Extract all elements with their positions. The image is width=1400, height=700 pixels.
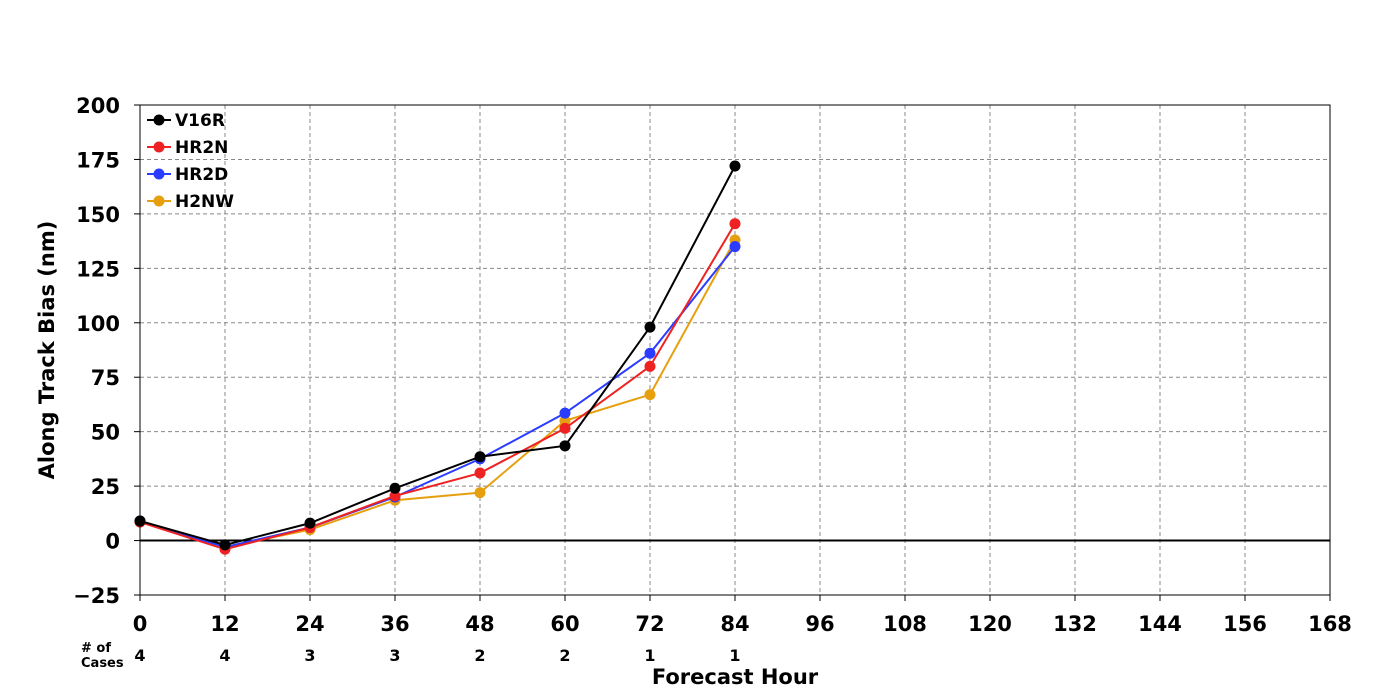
x-tick-label: 96 [805,612,834,636]
data-point [389,482,401,494]
y-tick-label: 150 [76,203,120,227]
data-point [644,360,656,372]
y-tick-label: 75 [91,366,120,390]
series-line [139,165,736,546]
cases-row: # of Cases 4 4 3 3 2 2 1 1 [81,641,741,671]
cases-value: 4 [219,646,230,665]
data-point [559,422,571,434]
x-tick-labels: 0 12 24 36 48 60 72 84 96 108 120 132 144 156 168 [133,612,1352,636]
data-point [474,451,486,463]
cases-value: 1 [729,646,740,665]
data-point [729,241,741,253]
y-tick-label: −25 [73,584,120,608]
cases-value: 2 [474,646,485,665]
data-point [559,415,571,427]
data-point [729,218,741,230]
legend-marker [153,114,165,126]
legend-marker [153,168,165,180]
series-line [139,223,736,551]
legend-item-h2nw: H2NW [147,192,234,212]
cases-value: 2 [559,646,570,665]
data-point [304,517,316,529]
y-tick-labels: 200 175 150 125 100 75 50 25 0 −25 [73,94,120,608]
cases-value: 3 [304,646,315,665]
legend-item-hr2d: HR2D [147,165,228,185]
cases-label: # of Cases [81,641,124,671]
legend-label: H2NW [175,192,234,212]
x-tick-label: 108 [883,612,927,636]
cases-value: 1 [644,646,655,665]
data-point [644,347,656,359]
data-point [729,160,741,172]
cases-value: 3 [389,646,400,665]
y-tick-label: 200 [76,94,120,118]
legend-marker [153,195,165,207]
x-tick-label: 168 [1308,612,1352,636]
legend-marker [153,141,165,153]
data-point [474,467,486,479]
legend-item-v16r: V16R [147,111,225,131]
grid-lines [134,104,1331,601]
data-point [474,487,486,499]
y-tick-label: 125 [76,257,120,281]
legend-label: V16R [175,111,225,131]
x-tick-label: 60 [550,612,579,636]
data-point [644,389,656,401]
legend-label: HR2N [175,138,228,158]
y-axis-title: Along Track Bias (nm) [35,221,59,480]
y-tick-label: 50 [91,421,120,445]
data-point [559,440,571,452]
data-point [389,490,401,502]
data-point [559,407,571,419]
y-tick-label: 0 [105,530,120,554]
y-tick-label: 175 [76,148,120,172]
legend-label: HR2D [175,165,228,185]
plot-frame [139,104,1331,596]
legend-item-hr2n: HR2N [147,138,228,158]
series-line [139,245,736,549]
data-point [219,539,231,551]
x-tick-label: 24 [295,612,324,636]
y-tick-label: 25 [91,475,120,499]
x-tick-label: 72 [635,612,664,636]
x-tick-label: 0 [133,612,148,636]
x-tick-label: 156 [1223,612,1267,636]
x-axis-title: Forecast Hour [652,665,819,689]
data-point [644,321,656,333]
cases-value: 4 [134,646,145,665]
legend: V16R HR2N HR2D H2NW [147,111,234,212]
x-tick-label: 120 [968,612,1012,636]
x-tick-label: 144 [1138,612,1182,636]
x-tick-label: 36 [380,612,409,636]
x-tick-label: 132 [1053,612,1097,636]
x-tick-label: 12 [210,612,239,636]
x-tick-label: 48 [465,612,494,636]
x-tick-label: 84 [720,612,749,636]
y-tick-label: 100 [76,312,120,336]
